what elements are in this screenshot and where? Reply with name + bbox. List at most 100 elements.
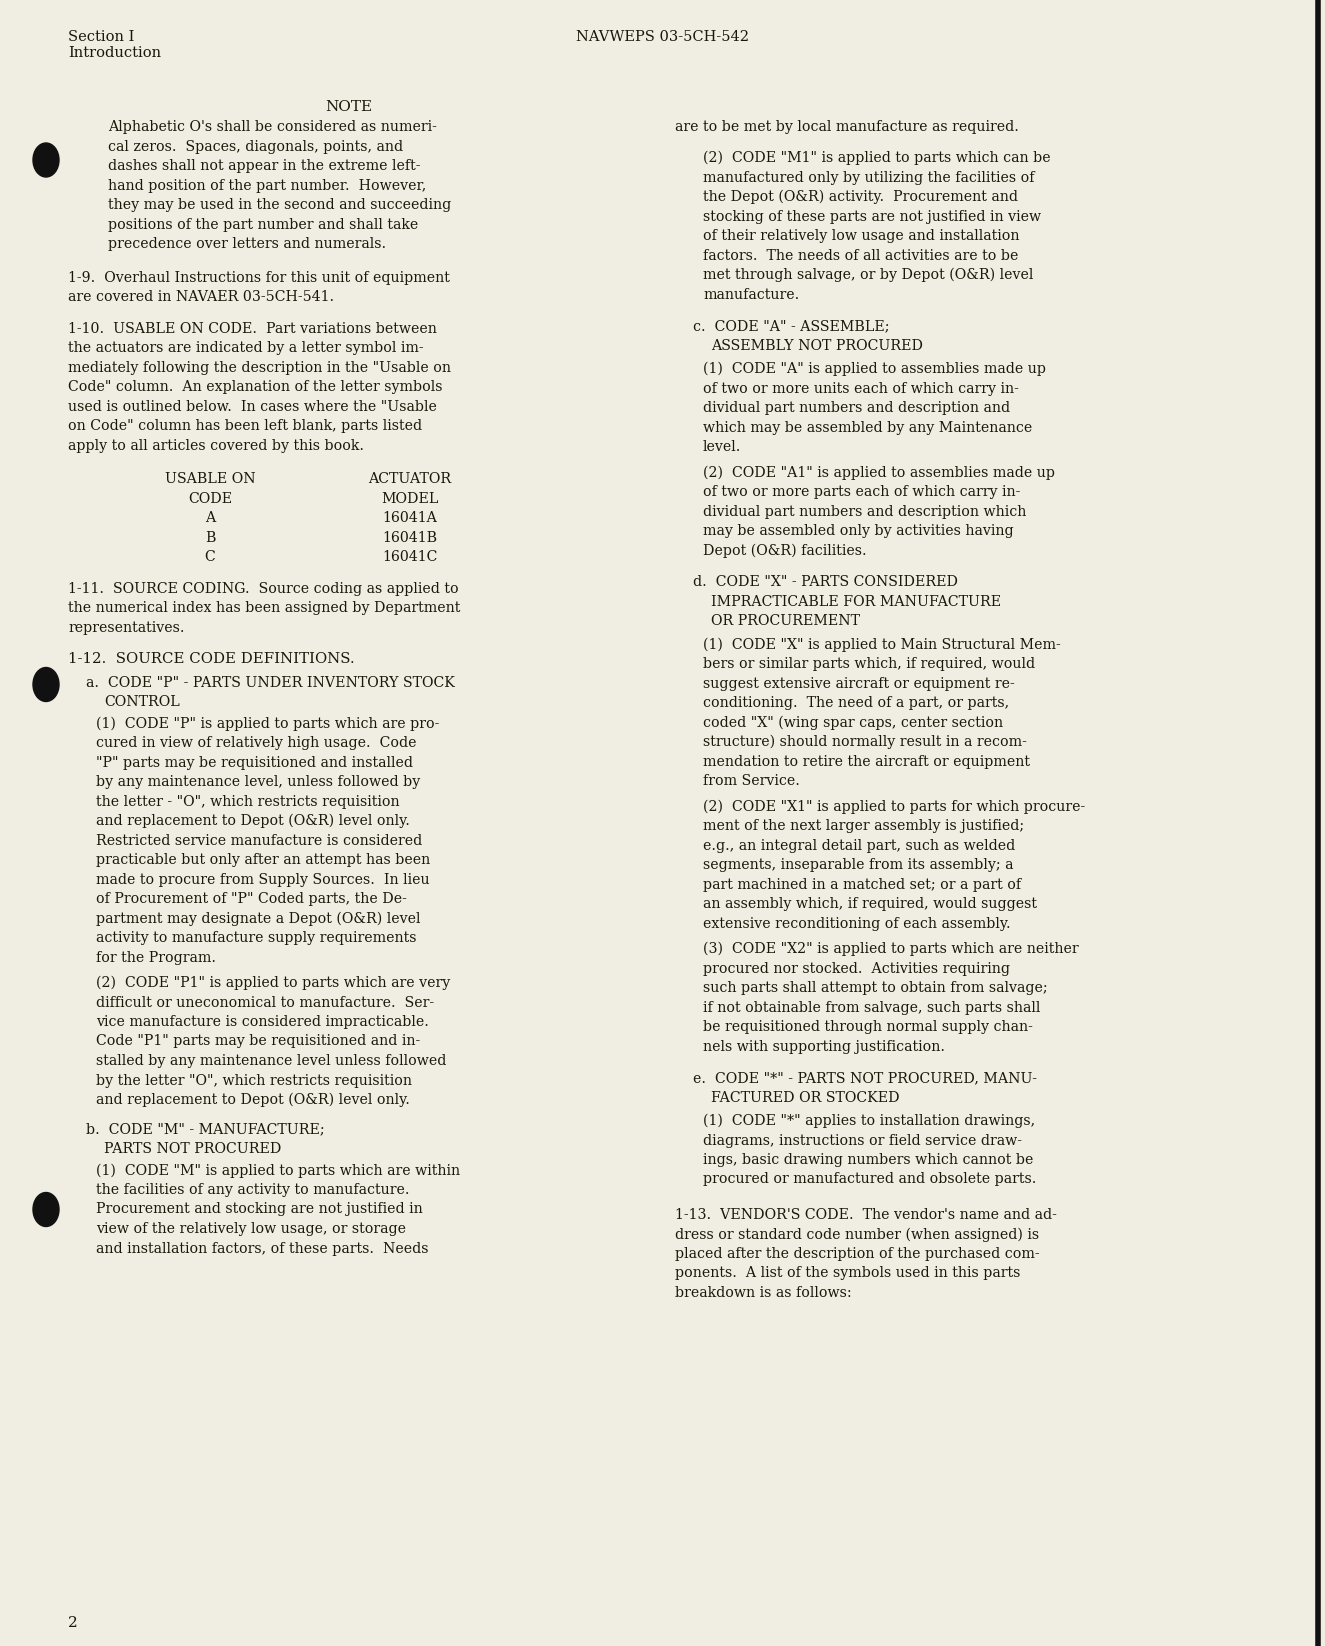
Text: view of the relatively low usage, or storage: view of the relatively low usage, or sto… <box>95 1221 405 1236</box>
Text: the numerical index has been assigned by Department: the numerical index has been assigned by… <box>68 601 460 616</box>
Text: representatives.: representatives. <box>68 621 184 634</box>
Text: ment of the next larger assembly is justified;: ment of the next larger assembly is just… <box>704 820 1024 833</box>
Text: PARTS NOT PROCURED: PARTS NOT PROCURED <box>103 1142 281 1155</box>
Text: of Procurement of "P" Coded parts, the De-: of Procurement of "P" Coded parts, the D… <box>95 892 407 905</box>
Text: (2)  CODE "X1" is applied to parts for which procure-: (2) CODE "X1" is applied to parts for wh… <box>704 800 1085 813</box>
Text: ponents.  A list of the symbols used in this parts: ponents. A list of the symbols used in t… <box>674 1266 1020 1281</box>
Text: positions of the part number and shall take: positions of the part number and shall t… <box>109 217 419 232</box>
Text: Procurement and stocking are not justified in: Procurement and stocking are not justifi… <box>95 1203 423 1216</box>
Text: segments, inseparable from its assembly; a: segments, inseparable from its assembly;… <box>704 858 1014 872</box>
Text: precedence over letters and numerals.: precedence over letters and numerals. <box>109 237 386 250</box>
Text: (2)  CODE "P1" is applied to parts which are very: (2) CODE "P1" is applied to parts which … <box>95 976 450 991</box>
Text: and installation factors, of these parts.  Needs: and installation factors, of these parts… <box>95 1241 428 1256</box>
Text: (1)  CODE "*" applies to installation drawings,: (1) CODE "*" applies to installation dra… <box>704 1114 1035 1129</box>
Text: used is outlined below.  In cases where the "Usable: used is outlined below. In cases where t… <box>68 400 437 413</box>
Text: and replacement to Depot (O&R) level only.: and replacement to Depot (O&R) level onl… <box>95 815 409 828</box>
Text: FACTURED OR STOCKED: FACTURED OR STOCKED <box>712 1091 900 1104</box>
Text: bers or similar parts which, if required, would: bers or similar parts which, if required… <box>704 657 1035 672</box>
Text: are covered in NAVAER 03-5CH-541.: are covered in NAVAER 03-5CH-541. <box>68 290 334 305</box>
Text: the facilities of any activity to manufacture.: the facilities of any activity to manufa… <box>95 1183 409 1197</box>
Text: nels with supporting justification.: nels with supporting justification. <box>704 1040 945 1053</box>
Text: cal zeros.  Spaces, diagonals, points, and: cal zeros. Spaces, diagonals, points, an… <box>109 140 403 153</box>
Text: B: B <box>205 530 215 545</box>
Text: b.  CODE "M" - MANUFACTURE;: b. CODE "M" - MANUFACTURE; <box>86 1123 325 1136</box>
Text: difficult or uneconomical to manufacture.  Ser-: difficult or uneconomical to manufacture… <box>95 996 435 1009</box>
Text: mediately following the description in the "Usable on: mediately following the description in t… <box>68 360 451 375</box>
Text: if not obtainable from salvage, such parts shall: if not obtainable from salvage, such par… <box>704 1001 1040 1014</box>
Text: placed after the description of the purchased com-: placed after the description of the purc… <box>674 1248 1040 1261</box>
Text: a.  CODE "P" - PARTS UNDER INVENTORY STOCK: a. CODE "P" - PARTS UNDER INVENTORY STOC… <box>86 675 454 690</box>
Text: the letter - "O", which restricts requisition: the letter - "O", which restricts requis… <box>95 795 400 808</box>
Text: (1)  CODE "M" is applied to parts which are within: (1) CODE "M" is applied to parts which a… <box>95 1164 460 1179</box>
Text: stocking of these parts are not justified in view: stocking of these parts are not justifie… <box>704 209 1041 224</box>
Ellipse shape <box>33 1192 60 1226</box>
Text: "P" parts may be requisitioned and installed: "P" parts may be requisitioned and insta… <box>95 756 413 769</box>
Text: by the letter "O", which restricts requisition: by the letter "O", which restricts requi… <box>95 1073 412 1088</box>
Text: Restricted service manufacture is considered: Restricted service manufacture is consid… <box>95 833 423 848</box>
Text: NAVWEPS 03-5CH-542: NAVWEPS 03-5CH-542 <box>575 30 749 44</box>
Text: 1-9.  Overhaul Instructions for this unit of equipment: 1-9. Overhaul Instructions for this unit… <box>68 270 451 285</box>
Text: cured in view of relatively high usage.  Code: cured in view of relatively high usage. … <box>95 736 416 751</box>
Ellipse shape <box>33 143 60 178</box>
Text: 16041C: 16041C <box>383 550 437 565</box>
Text: the Depot (O&R) activity.  Procurement and: the Depot (O&R) activity. Procurement an… <box>704 189 1018 204</box>
Text: dress or standard code number (when assigned) is: dress or standard code number (when assi… <box>674 1228 1039 1241</box>
Text: d.  CODE "X" - PARTS CONSIDERED: d. CODE "X" - PARTS CONSIDERED <box>693 574 958 589</box>
Text: 1-10.  USABLE ON CODE.  Part variations between: 1-10. USABLE ON CODE. Part variations be… <box>68 321 437 336</box>
Text: 1-13.  VENDOR'S CODE.  The vendor's name and ad-: 1-13. VENDOR'S CODE. The vendor's name a… <box>674 1208 1057 1221</box>
Text: e.  CODE "*" - PARTS NOT PROCURED, MANU-: e. CODE "*" - PARTS NOT PROCURED, MANU- <box>693 1072 1037 1085</box>
Text: Depot (O&R) facilities.: Depot (O&R) facilities. <box>704 543 867 558</box>
Text: CONTROL: CONTROL <box>103 695 180 709</box>
Text: of their relatively low usage and installation: of their relatively low usage and instal… <box>704 229 1019 244</box>
Text: practicable but only after an attempt has been: practicable but only after an attempt ha… <box>95 853 431 867</box>
Text: OR PROCUREMENT: OR PROCUREMENT <box>712 614 860 629</box>
Text: manufactured only by utilizing the facilities of: manufactured only by utilizing the facil… <box>704 171 1035 184</box>
Text: ings, basic drawing numbers which cannot be: ings, basic drawing numbers which cannot… <box>704 1152 1034 1167</box>
Text: dividual part numbers and description which: dividual part numbers and description wh… <box>704 505 1027 518</box>
Text: e.g., an integral detail part, such as welded: e.g., an integral detail part, such as w… <box>704 838 1015 853</box>
Text: (2)  CODE "A1" is applied to assemblies made up: (2) CODE "A1" is applied to assemblies m… <box>704 466 1055 481</box>
Text: IMPRACTICABLE FOR MANUFACTURE: IMPRACTICABLE FOR MANUFACTURE <box>712 594 1002 609</box>
Text: they may be used in the second and succeeding: they may be used in the second and succe… <box>109 198 452 212</box>
Text: structure) should normally result in a recom-: structure) should normally result in a r… <box>704 736 1027 749</box>
Text: diagrams, instructions or field service draw-: diagrams, instructions or field service … <box>704 1134 1022 1147</box>
Text: procured nor stocked.  Activities requiring: procured nor stocked. Activities requiri… <box>704 961 1010 976</box>
Text: (1)  CODE "X" is applied to Main Structural Mem-: (1) CODE "X" is applied to Main Structur… <box>704 637 1061 652</box>
Text: dashes shall not appear in the extreme left-: dashes shall not appear in the extreme l… <box>109 160 420 173</box>
Text: from Service.: from Service. <box>704 774 800 788</box>
Text: conditioning.  The need of a part, or parts,: conditioning. The need of a part, or par… <box>704 696 1010 709</box>
Text: (1)  CODE "A" is applied to assemblies made up: (1) CODE "A" is applied to assemblies ma… <box>704 362 1045 377</box>
Text: apply to all articles covered by this book.: apply to all articles covered by this bo… <box>68 438 364 453</box>
Text: ASSEMBLY NOT PROCURED: ASSEMBLY NOT PROCURED <box>712 339 924 352</box>
Text: CODE: CODE <box>188 492 232 505</box>
Text: 1-12.  SOURCE CODE DEFINITIONS.: 1-12. SOURCE CODE DEFINITIONS. <box>68 652 355 667</box>
Text: Code "P1" parts may be requisitioned and in-: Code "P1" parts may be requisitioned and… <box>95 1034 420 1049</box>
Text: (3)  CODE "X2" is applied to parts which are neither: (3) CODE "X2" is applied to parts which … <box>704 942 1079 956</box>
Text: coded "X" (wing spar caps, center section: coded "X" (wing spar caps, center sectio… <box>704 716 1003 729</box>
Text: made to procure from Supply Sources.  In lieu: made to procure from Supply Sources. In … <box>95 872 429 887</box>
Text: level.: level. <box>704 439 742 454</box>
Text: activity to manufacture supply requirements: activity to manufacture supply requireme… <box>95 932 416 945</box>
Text: Section I: Section I <box>68 30 134 44</box>
Text: vice manufacture is considered impracticable.: vice manufacture is considered impractic… <box>95 1016 429 1029</box>
Text: of two or more units each of which carry in-: of two or more units each of which carry… <box>704 382 1019 395</box>
Text: 16041B: 16041B <box>383 530 437 545</box>
Text: hand position of the part number.  However,: hand position of the part number. Howeve… <box>109 178 427 193</box>
Text: c.  CODE "A" - ASSEMBLE;: c. CODE "A" - ASSEMBLE; <box>693 319 889 332</box>
Text: dividual part numbers and description and: dividual part numbers and description an… <box>704 402 1010 415</box>
Text: extensive reconditioning of each assembly.: extensive reconditioning of each assembl… <box>704 917 1011 930</box>
Text: by any maintenance level, unless followed by: by any maintenance level, unless followe… <box>95 775 420 788</box>
Text: A: A <box>205 510 215 525</box>
Text: may be assembled only by activities having: may be assembled only by activities havi… <box>704 523 1014 538</box>
Text: USABLE ON: USABLE ON <box>164 472 256 486</box>
Text: C: C <box>204 550 216 565</box>
Text: suggest extensive aircraft or equipment re-: suggest extensive aircraft or equipment … <box>704 677 1015 691</box>
Text: factors.  The needs of all activities are to be: factors. The needs of all activities are… <box>704 249 1019 262</box>
Text: and replacement to Depot (O&R) level only.: and replacement to Depot (O&R) level onl… <box>95 1093 409 1108</box>
Text: which may be assembled by any Maintenance: which may be assembled by any Maintenanc… <box>704 420 1032 435</box>
Text: 1-11.  SOURCE CODING.  Source coding as applied to: 1-11. SOURCE CODING. Source coding as ap… <box>68 581 458 596</box>
Text: Introduction: Introduction <box>68 46 162 59</box>
Text: breakdown is as follows:: breakdown is as follows: <box>674 1286 852 1300</box>
Text: (2)  CODE "M1" is applied to parts which can be: (2) CODE "M1" is applied to parts which … <box>704 151 1051 165</box>
Text: stalled by any maintenance level unless followed: stalled by any maintenance level unless … <box>95 1053 447 1068</box>
